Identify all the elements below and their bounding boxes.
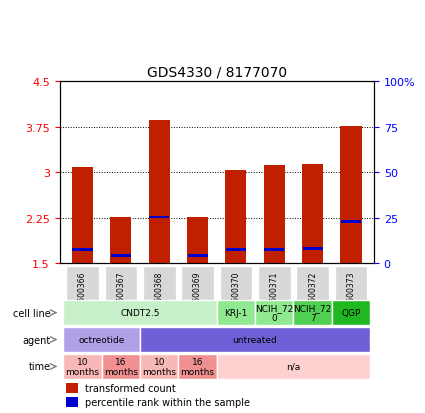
Text: GSM600366: GSM600366	[78, 271, 87, 318]
FancyBboxPatch shape	[140, 328, 370, 352]
Bar	[264, 165, 285, 263]
Text: time: time	[29, 361, 51, 372]
FancyBboxPatch shape	[143, 267, 176, 322]
Bar	[341, 221, 361, 223]
Text: NCIH_72
7: NCIH_72 7	[294, 303, 332, 323]
Bar	[187, 218, 208, 263]
Text: percentile rank within the sample: percentile rank within the sample	[85, 398, 249, 408]
FancyBboxPatch shape	[140, 354, 178, 379]
Text: NCIH_72
0: NCIH_72 0	[255, 303, 293, 323]
Bar	[66, 397, 78, 407]
Text: untreated: untreated	[233, 335, 278, 344]
Text: GSM600372: GSM600372	[308, 271, 317, 318]
Bar	[187, 255, 207, 258]
FancyBboxPatch shape	[258, 267, 291, 322]
Text: octreotide: octreotide	[79, 335, 125, 344]
FancyBboxPatch shape	[66, 267, 99, 322]
FancyBboxPatch shape	[255, 301, 293, 325]
Bar	[149, 216, 169, 219]
Bar	[110, 218, 131, 263]
Bar	[225, 170, 246, 263]
Text: 16
months: 16 months	[181, 357, 215, 376]
Text: GSM600367: GSM600367	[116, 271, 125, 318]
Text: transformed count: transformed count	[85, 383, 176, 393]
FancyBboxPatch shape	[335, 267, 367, 322]
Text: CNDT2.5: CNDT2.5	[120, 309, 160, 317]
FancyBboxPatch shape	[102, 354, 140, 379]
FancyBboxPatch shape	[178, 354, 217, 379]
FancyBboxPatch shape	[63, 328, 140, 352]
Text: 16
months: 16 months	[104, 357, 138, 376]
FancyBboxPatch shape	[217, 354, 370, 379]
Text: GSM600371: GSM600371	[270, 271, 279, 318]
Bar	[73, 249, 93, 252]
FancyBboxPatch shape	[293, 301, 332, 325]
Text: 10
months: 10 months	[65, 357, 99, 376]
Text: 10
months: 10 months	[142, 357, 176, 376]
Text: n/a: n/a	[286, 362, 300, 371]
FancyBboxPatch shape	[105, 267, 137, 322]
Title: GDS4330 / 8177070: GDS4330 / 8177070	[147, 65, 287, 79]
Bar	[303, 247, 323, 250]
Text: GSM600368: GSM600368	[155, 271, 164, 318]
FancyBboxPatch shape	[220, 267, 252, 322]
Text: GSM600370: GSM600370	[232, 271, 241, 318]
Bar	[111, 255, 131, 258]
Text: agent: agent	[23, 335, 51, 345]
FancyBboxPatch shape	[63, 354, 102, 379]
Bar	[264, 249, 284, 252]
FancyBboxPatch shape	[63, 301, 217, 325]
Text: KRJ-1: KRJ-1	[224, 309, 248, 317]
Text: GSM600369: GSM600369	[193, 271, 202, 318]
Bar	[302, 164, 323, 263]
Text: QGP: QGP	[341, 309, 361, 317]
Bar	[340, 127, 362, 263]
Text: cell line: cell line	[13, 308, 51, 318]
Text: GSM600373: GSM600373	[346, 271, 355, 318]
Bar	[149, 121, 170, 263]
FancyBboxPatch shape	[217, 301, 255, 325]
Bar	[72, 168, 93, 263]
FancyBboxPatch shape	[181, 267, 214, 322]
FancyBboxPatch shape	[332, 301, 370, 325]
Bar	[226, 249, 246, 252]
Bar	[66, 383, 78, 393]
FancyBboxPatch shape	[296, 267, 329, 322]
